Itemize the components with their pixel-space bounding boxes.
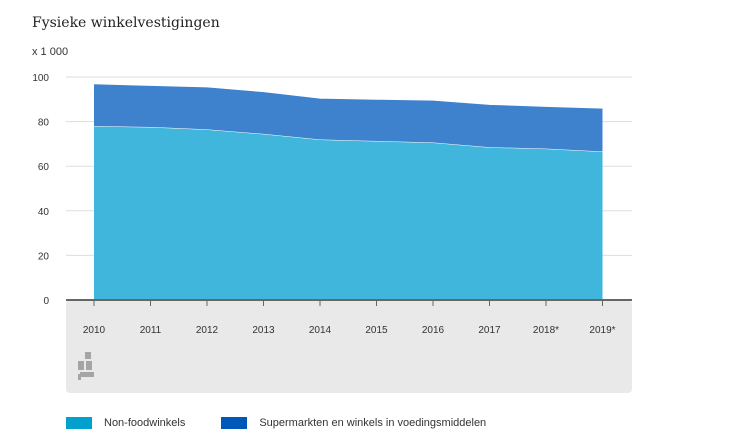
area-series-0: [94, 126, 603, 300]
area-series: [93, 84, 603, 300]
x-tick-label-6: 2016: [422, 325, 445, 336]
chart-title: Fysieke winkelvestigingen: [32, 15, 220, 31]
x-tick-label-9: 2019*: [589, 325, 615, 336]
x-tick-label-4: 2014: [309, 325, 332, 336]
x-axis-panel: [66, 300, 632, 393]
y-tick-label-40: 40: [38, 207, 50, 218]
x-tick-label-7: 2017: [478, 325, 501, 336]
legend-item-supermarkets: Supermarkten en winkels in voedingsmidde…: [221, 417, 486, 429]
x-tick-labels: 2010 2011 2012 2013 2014 2015 2016 2017 2018* 201…: [83, 325, 616, 336]
y-tick-label-80: 80: [38, 118, 50, 129]
legend-label-supermarkets: Supermarkten en winkels in voedingsmidde…: [259, 417, 487, 429]
legend-swatch-supermarkets: [221, 417, 248, 429]
y-tick-label-60: 60: [38, 162, 50, 173]
chart-legend: Non-foodwinkels Supermarkten en winkels …: [66, 417, 522, 429]
x-tick-label-3: 2013: [252, 325, 275, 336]
legend-item-non-food: Non-foodwinkels: [66, 417, 185, 429]
x-tick-marks: [93, 300, 603, 306]
legend-label-non-food: Non-foodwinkels: [104, 417, 186, 429]
x-tick-label-1: 2011: [140, 325, 162, 336]
x-tick-label-8: 2018*: [533, 325, 559, 336]
y-axis-unit-label: x 1 000: [32, 46, 69, 58]
x-tick-label-0: 2010: [83, 325, 106, 336]
y-tick-labels: 0 20 40 60 80 100: [32, 73, 49, 307]
x-tick-label-2: 2012: [196, 325, 219, 336]
x-tick-label-5: 2015: [365, 325, 388, 336]
cbs-logo-icon: [78, 352, 94, 380]
legend-swatch-non-food: [66, 417, 92, 429]
y-tick-label-20: 20: [38, 251, 50, 262]
area-series-1: [94, 84, 603, 152]
y-tick-label-0: 0: [43, 296, 49, 307]
area-edge-1: [93, 84, 603, 110]
y-tick-label-100: 100: [32, 73, 49, 84]
